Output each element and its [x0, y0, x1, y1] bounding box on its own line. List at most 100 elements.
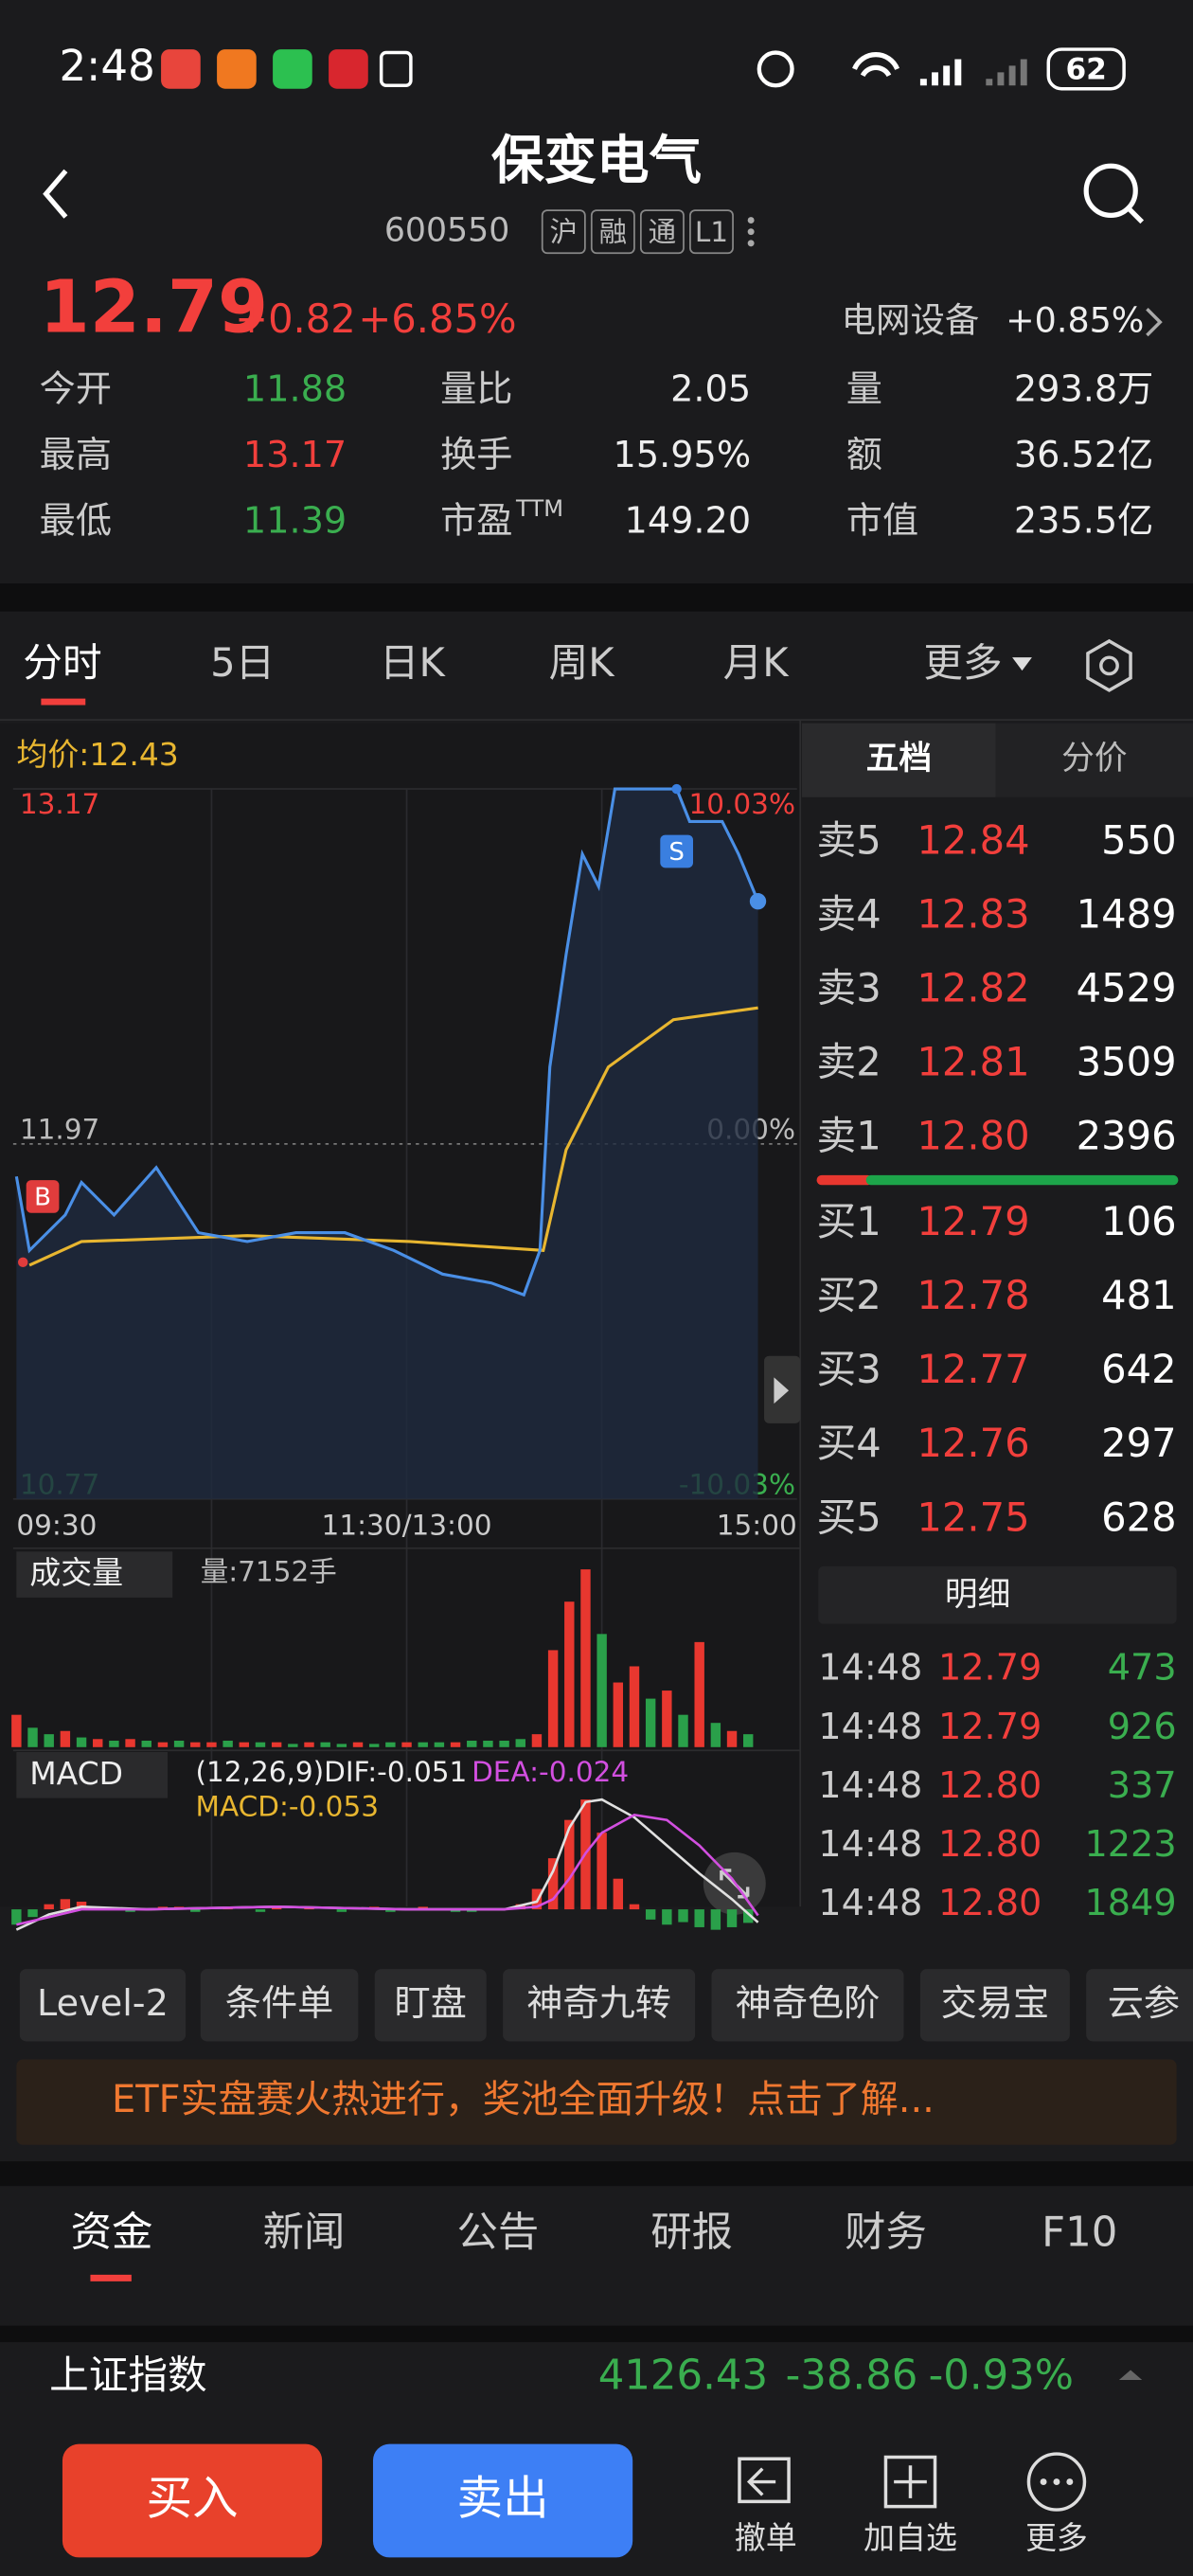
info-tab[interactable]: 新闻 [263, 2209, 346, 2257]
volume-bar [206, 1742, 217, 1747]
settings-icon[interactable] [1086, 638, 1132, 692]
stat-value: 2.05 [670, 369, 751, 411]
search-icon[interactable] [1083, 163, 1145, 224]
macd-bar [385, 1909, 396, 1912]
chart-tab[interactable]: 5日 [210, 639, 275, 686]
detail-button[interactable] [818, 1565, 1177, 1624]
stat-label: 量 [846, 369, 882, 411]
indicator-selector[interactable] [16, 1752, 169, 1798]
chart-tab[interactable]: 更多 [923, 639, 1002, 686]
volume-bar [726, 1730, 738, 1747]
volume-bar [320, 1742, 330, 1747]
action-label[interactable]: 加自选 [864, 2519, 957, 2556]
sell-button[interactable] [372, 2443, 633, 2558]
indicator-selector[interactable] [16, 1551, 173, 1598]
macd-bar [11, 1909, 22, 1925]
book-price: 12.76 [917, 1420, 1029, 1466]
tool-label: 神奇色阶 [736, 1983, 881, 2025]
macd-bar [450, 1909, 461, 1912]
info-tab[interactable]: F10 [1042, 2209, 1117, 2257]
book-level: 买2 [817, 1272, 881, 1318]
book-volume: 2396 [1077, 1113, 1177, 1159]
trade-marker-label: S [668, 838, 685, 867]
stat-label-sup: TTM [515, 494, 563, 522]
tool-pill[interactable] [200, 1969, 359, 2042]
volume-bar [596, 1634, 607, 1747]
info-tab[interactable]: 财务 [845, 2209, 927, 2257]
chart-tab[interactable]: 周K [549, 639, 616, 686]
banner-text: ETF实盘赛火热进行，奖池全面升级！点击了解... [112, 2078, 935, 2121]
avg-price-label: 均价:12.43 [16, 736, 178, 773]
trade-volume: 1849 [1084, 1883, 1176, 1924]
volume-bar [645, 1698, 656, 1747]
y-tick-label: 11.97 [20, 1114, 99, 1146]
volume-bar [434, 1742, 445, 1747]
book-tab-label: 五档 [866, 740, 932, 778]
price-area [16, 789, 758, 1499]
book-tab-active[interactable] [801, 723, 996, 797]
chart-tab[interactable]: 分时 [23, 639, 101, 686]
stat-label: 量比 [440, 369, 512, 411]
book-volume: 4529 [1077, 964, 1177, 1011]
tool-pill[interactable] [711, 1969, 904, 2042]
volume-bar [710, 1723, 721, 1747]
macd-bar [27, 1909, 38, 1918]
macd-bar [125, 1909, 135, 1912]
sector-change: +0.85% [1006, 300, 1144, 341]
info-tab[interactable]: 研报 [650, 2209, 733, 2257]
buy-button[interactable] [62, 2443, 323, 2558]
tool-pill[interactable] [374, 1969, 487, 2042]
action-label[interactable]: 更多 [1025, 2519, 1088, 2556]
tag-box [689, 209, 734, 255]
price-change-pct: +6.85% [358, 295, 516, 342]
volume-bar [515, 1739, 525, 1747]
book-tab-label: 分价 [1061, 740, 1127, 778]
action-label[interactable]: 撤单 [735, 2519, 797, 2556]
back-icon[interactable] [43, 169, 68, 219]
volume-bar [141, 1740, 151, 1747]
tag-box [541, 209, 586, 255]
tool-pill[interactable] [919, 1969, 1070, 2042]
volume-bar [223, 1740, 233, 1747]
volume-bar [580, 1569, 591, 1747]
index-name: 上证指数 [49, 2352, 207, 2398]
stat-label: 最高 [40, 435, 112, 476]
stat-value: 15.95% [614, 435, 752, 476]
sector-name[interactable]: 电网设备 [842, 300, 980, 341]
macd-bar [336, 1909, 347, 1912]
book-tab[interactable] [995, 723, 1193, 797]
volume-bar [499, 1740, 509, 1747]
macd-bar [44, 1904, 54, 1910]
volume-bar [629, 1666, 640, 1747]
book-price: 12.80 [917, 1113, 1029, 1159]
stat-value: 149.20 [625, 500, 752, 542]
separator [0, 2161, 1193, 2187]
info-tab[interactable]: 公告 [456, 2209, 539, 2257]
detail-label: 明细 [945, 1576, 1010, 1614]
book-volume: 106 [1101, 1198, 1176, 1244]
macd-bar [547, 1858, 559, 1910]
tool-label: 交易宝 [941, 1983, 1050, 2025]
chart-tab[interactable]: 日K [380, 639, 447, 686]
dea-label: DEA:-0.024 [472, 1756, 629, 1788]
tag: 通 [649, 216, 677, 248]
tool-pill[interactable] [19, 1969, 187, 2042]
chart-tab[interactable]: 月K [723, 639, 791, 686]
macd-bar [564, 1819, 575, 1910]
book-price: 12.79 [917, 1198, 1029, 1244]
macd-bar [710, 1909, 721, 1930]
book-volume: 1489 [1077, 890, 1177, 937]
tool-pill[interactable] [503, 1969, 696, 2042]
trade-price: 12.79 [938, 1648, 1042, 1690]
book-price: 12.78 [917, 1272, 1029, 1318]
book-level: 买5 [817, 1494, 881, 1540]
book-level: 卖4 [817, 890, 881, 937]
banner-bg[interactable] [16, 2059, 1177, 2145]
tool-pill[interactable] [1086, 1969, 1193, 2042]
info-tab[interactable]: 资金 [71, 2209, 153, 2257]
tool-label: Level-2 [37, 1983, 169, 2025]
stat-label: 市值 [846, 500, 918, 542]
book-level: 卖2 [817, 1039, 881, 1085]
volume-bar [93, 1739, 103, 1747]
